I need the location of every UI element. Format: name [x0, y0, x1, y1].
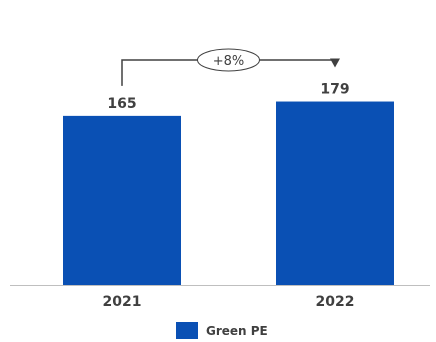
bars-group: [63, 101, 394, 286]
x-tick-label-2021: 2021: [103, 294, 142, 310]
x-tick-labels-group: 2021 2022: [103, 294, 355, 310]
growth-arrow-head: [330, 58, 340, 68]
growth-annotation: +8%: [121, 48, 340, 86]
value-labels-group: 165 179: [107, 82, 349, 112]
bar-2022: [276, 101, 394, 286]
value-label-2022: 179: [320, 82, 349, 98]
x-tick-label-2022: 2022: [316, 294, 355, 310]
legend-swatch-green-pe: [176, 322, 198, 339]
legend: Green PE: [176, 322, 268, 339]
value-label-2021: 165: [107, 96, 136, 112]
legend-label-green-pe: Green PE: [206, 324, 268, 338]
growth-annotation-bubble: [197, 48, 260, 72]
growth-annotation-label: +8%: [213, 54, 245, 69]
bar-2021: [63, 115, 181, 285]
